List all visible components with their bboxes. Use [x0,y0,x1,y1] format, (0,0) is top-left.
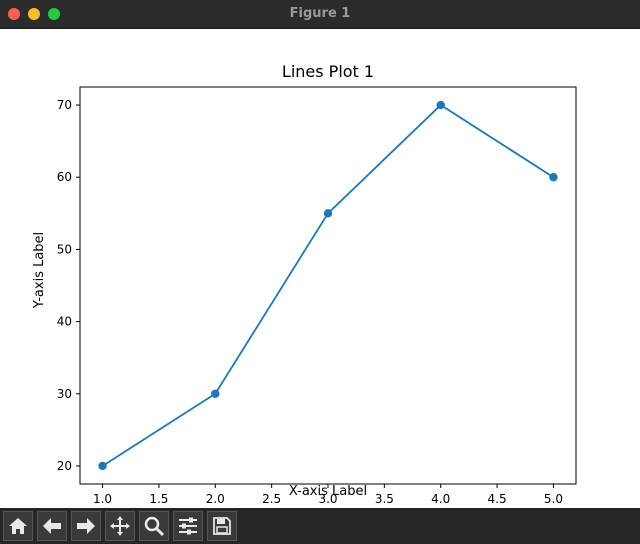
home-icon [9,518,27,534]
x-axis-label: X-axis Label [289,484,367,499]
y-tick-label: 70 [57,98,72,112]
x-tick-label: 2.5 [262,492,281,506]
x-tick-label: 3.5 [375,492,394,506]
y-axis-label: Y-axis Label [32,232,47,309]
pan-icon [110,516,130,536]
y-tick-label: 20 [57,459,72,473]
y-tick-label: 50 [57,242,72,256]
save-icon [213,517,231,535]
figure-canvas: Lines Plot 1 1.0 1.5 2.0 2.5 3.0 3.5 4.0 4.5 5.0… [0,29,640,508]
home-button[interactable] [3,511,33,541]
x-tick-label: 4.0 [431,492,450,506]
plot-area [79,86,577,485]
y-tick-label: 60 [57,170,72,184]
x-tick-label: 1.0 [93,492,112,506]
y-tick-label: 30 [57,387,72,401]
subplots-config-icon [179,517,197,535]
title-bar: Figure 1 [0,0,640,29]
forward-button[interactable] [71,511,101,541]
line-chart: Lines Plot 1 1.0 1.5 2.0 2.5 3.0 3.5 4.0 4.5 5.0… [32,62,577,506]
x-tick-label: 1.5 [149,492,168,506]
forward-arrow-icon [77,518,95,534]
navigation-toolbar [0,508,640,544]
data-point [98,461,107,471]
maximize-window-button[interactable] [48,8,60,20]
x-tick-label: 3.0 [318,492,337,506]
series-markers [98,100,558,471]
y-axis: 20 30 40 50 60 70 [57,98,80,473]
pan-button[interactable] [105,511,135,541]
zoom-button[interactable] [139,511,169,541]
x-axis: 1.0 1.5 2.0 2.5 3.0 3.5 4.0 4.5 5.0 [93,484,563,506]
x-tick-label: 2.0 [206,492,225,506]
data-point [549,173,558,182]
zoom-icon [144,516,165,537]
close-window-button[interactable] [8,8,20,20]
x-tick-label: 4.5 [488,492,507,506]
window-title: Figure 1 [289,6,351,21]
y-tick-label: 40 [57,315,72,329]
chart-title: Lines Plot 1 [282,62,374,81]
save-button[interactable] [207,511,237,541]
back-arrow-icon [43,518,61,534]
back-button[interactable] [37,511,67,541]
data-point [436,100,445,110]
configure-subplots-button[interactable] [173,511,203,541]
data-point [211,389,220,398]
data-point [323,209,333,218]
x-tick-label: 5.0 [544,492,563,506]
minimize-window-button[interactable] [28,8,40,20]
